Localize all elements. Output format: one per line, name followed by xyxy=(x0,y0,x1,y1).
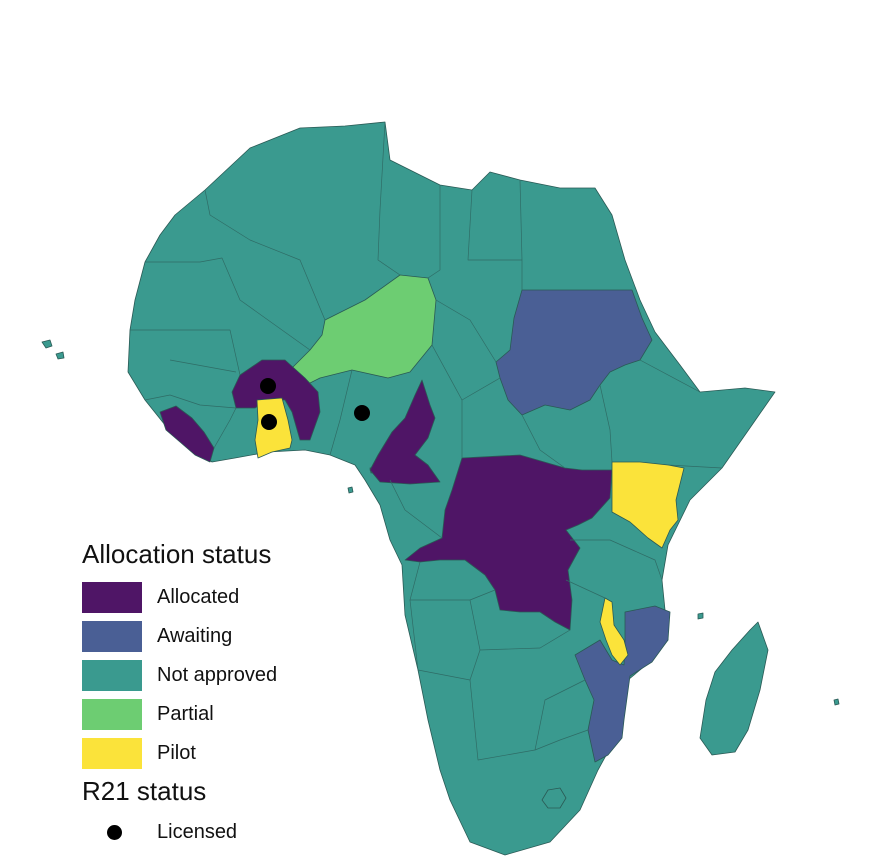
legend-title-allocation: Allocation status xyxy=(82,539,272,569)
legend-label: Awaiting xyxy=(157,625,233,647)
licensed-marker-ghana xyxy=(261,414,277,430)
licensed-marker-nigeria xyxy=(354,405,370,421)
licensed-marker-burkina-faso xyxy=(260,378,276,394)
region-cape-verde xyxy=(41,339,65,360)
region-sierra-leone-allocated xyxy=(159,405,215,463)
region-madagascar xyxy=(699,621,769,756)
region-mauritius xyxy=(833,698,840,706)
legend-item-pilot: Pilot xyxy=(82,734,342,773)
legend-item-allocated: Allocated xyxy=(82,578,342,617)
region-drc-allocated xyxy=(404,454,613,631)
region-mozambique-awaiting xyxy=(574,605,671,763)
country-borders xyxy=(130,121,723,761)
licensed-dot-icon xyxy=(107,825,122,840)
region-sao-tome xyxy=(347,486,354,494)
legend-title-r21: R21 status xyxy=(82,776,207,806)
legend-label: Pilot xyxy=(157,742,196,764)
legend-label: Not approved xyxy=(157,664,278,686)
region-niger-partial xyxy=(287,274,437,389)
legend-item-licensed: Licensed xyxy=(82,813,342,852)
swatch-allocated xyxy=(82,582,142,613)
region-comoros xyxy=(697,612,704,620)
legend-label: Partial xyxy=(157,703,214,725)
legend-item-not-approved: Not approved xyxy=(82,656,342,695)
legend-label: Allocated xyxy=(157,586,240,608)
map-legend: Allocation status Allocated Awaiting Not… xyxy=(82,538,342,852)
swatch-licensed xyxy=(82,817,142,848)
legend-label: Licensed xyxy=(157,821,238,843)
swatch-not-approved xyxy=(82,660,142,691)
region-lesotho xyxy=(541,787,567,809)
region-malawi-pilot xyxy=(599,597,629,666)
swatch-awaiting xyxy=(82,621,142,652)
legend-item-awaiting: Awaiting xyxy=(82,617,342,656)
region-cameroon-allocated xyxy=(369,379,441,485)
legend-item-partial: Partial xyxy=(82,695,342,734)
swatch-partial xyxy=(82,699,142,730)
swatch-pilot xyxy=(82,738,142,769)
